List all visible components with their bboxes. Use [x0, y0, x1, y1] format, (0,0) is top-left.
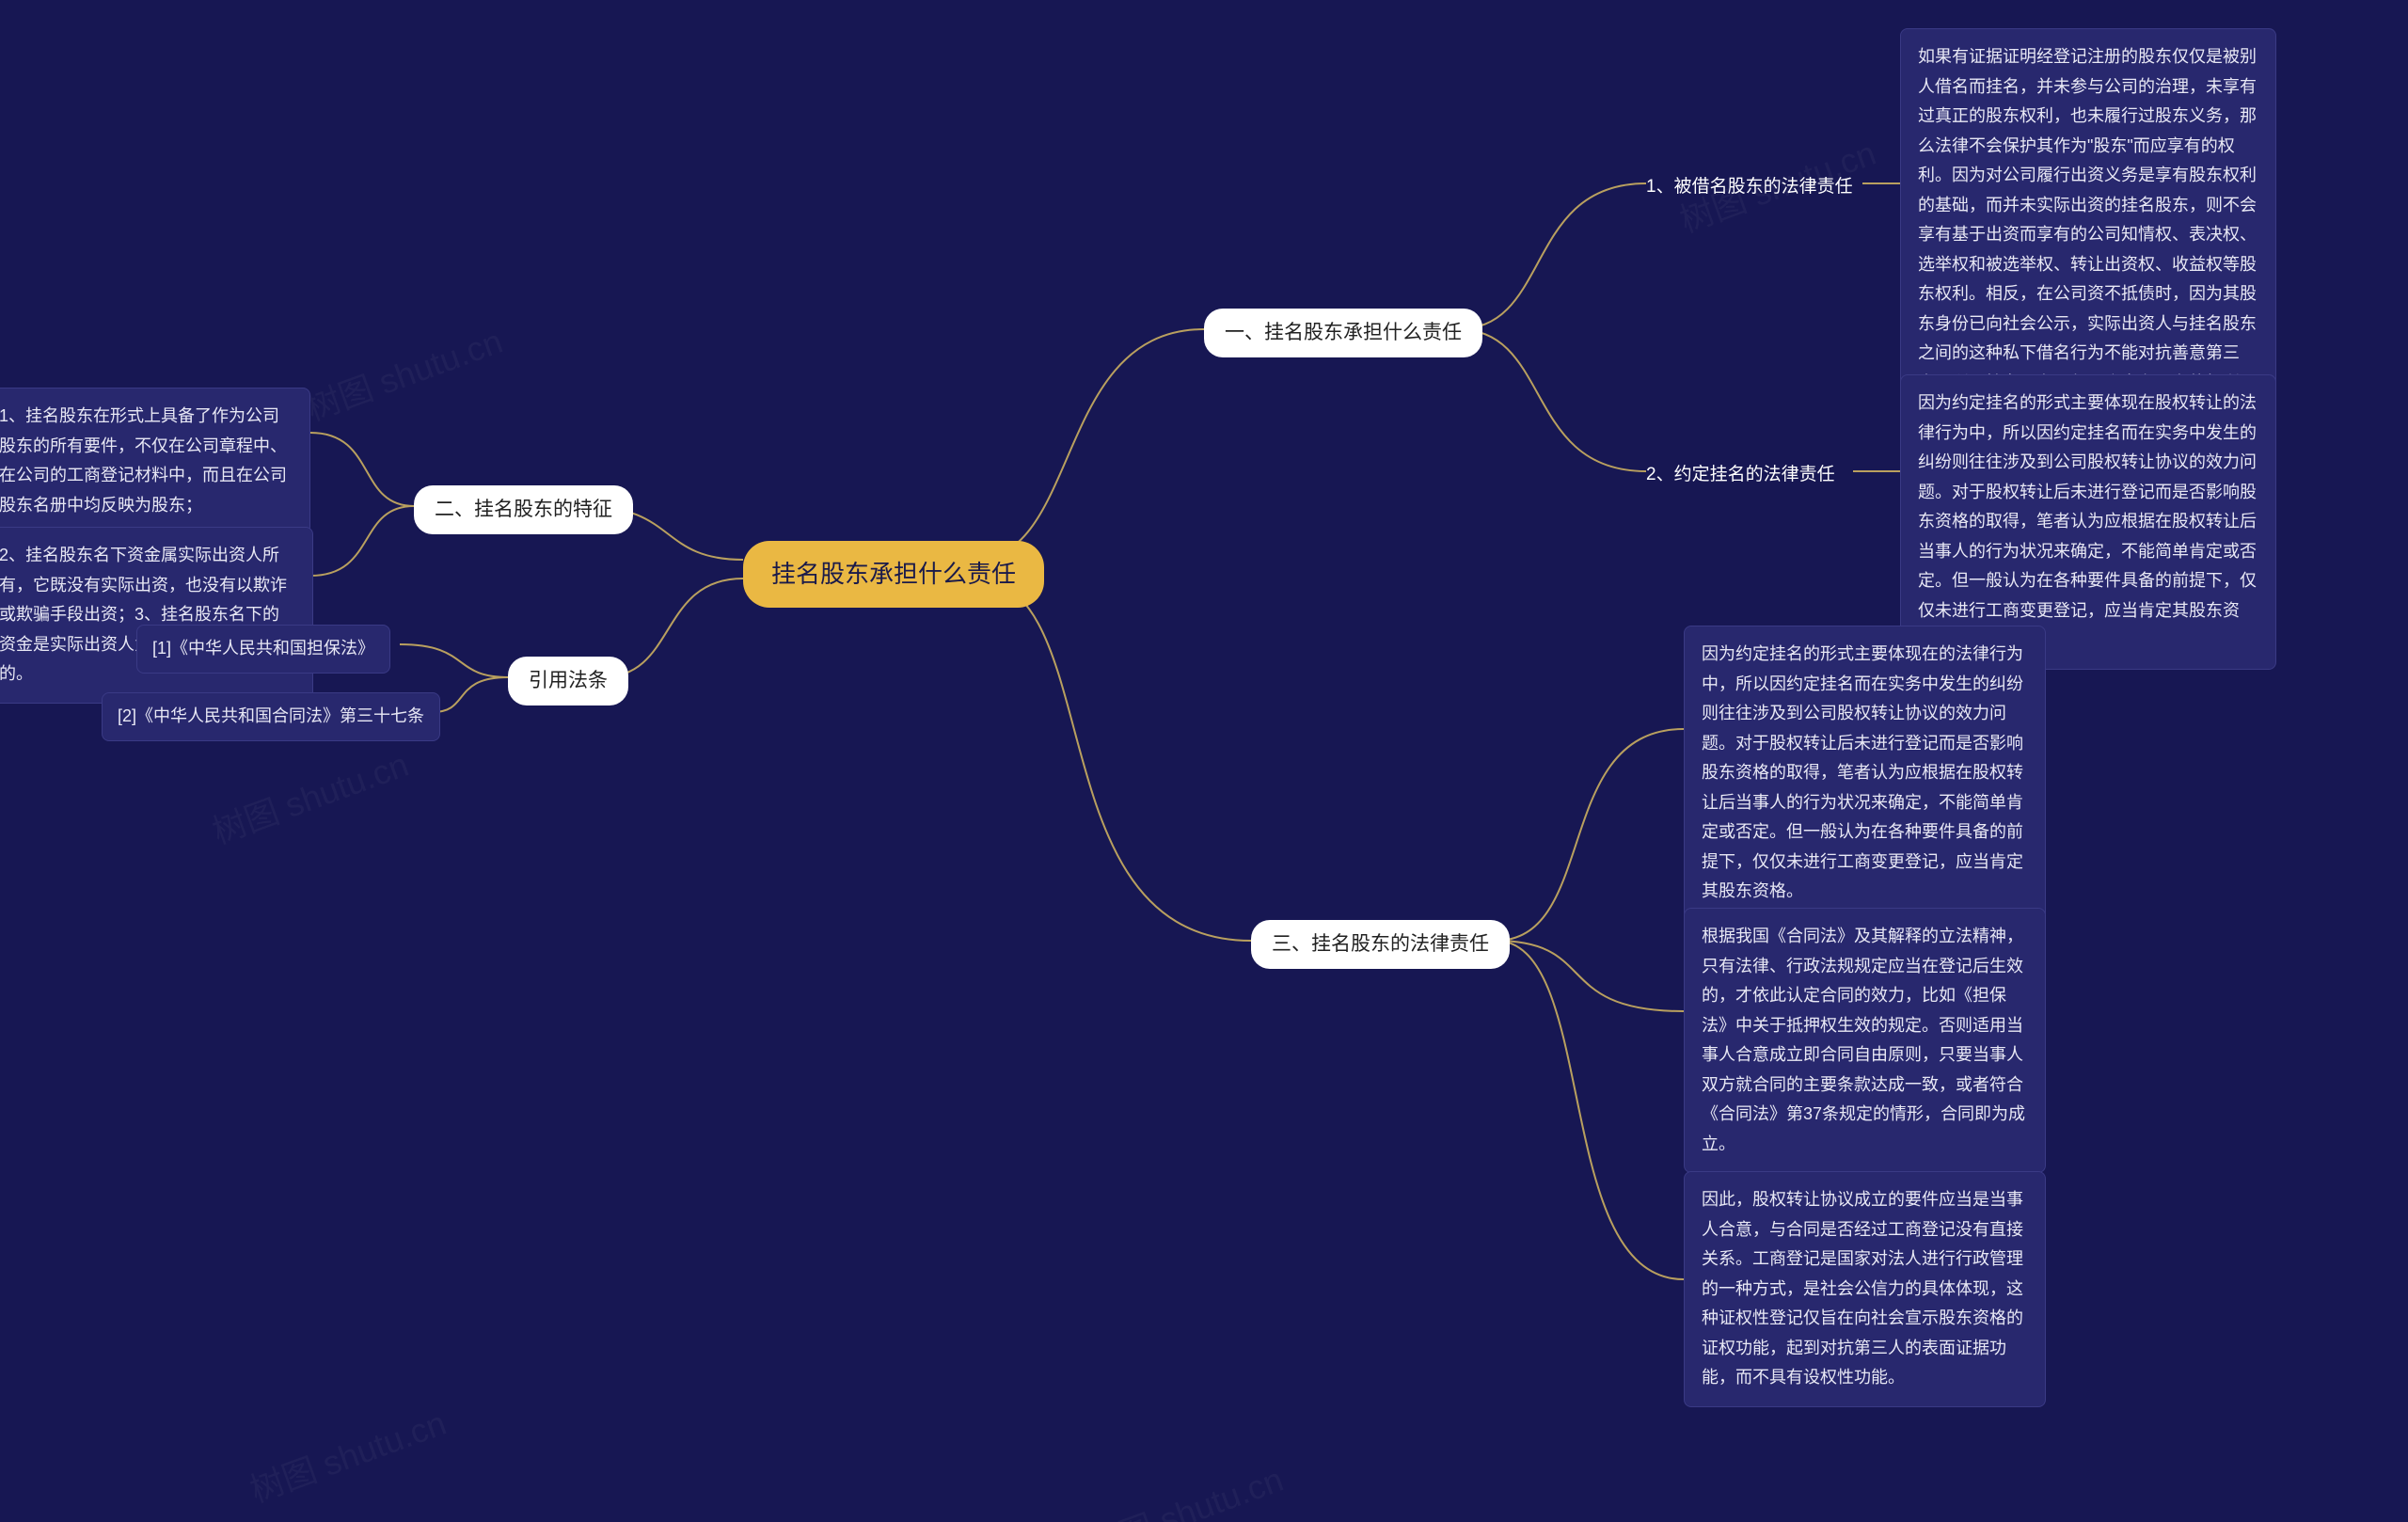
leaf-4-1: [1]《中华人民共和国担保法》: [136, 625, 390, 674]
branch-4: 引用法条: [508, 657, 628, 706]
watermark: 树图 shutu.cn: [299, 314, 509, 430]
leaf-4-2: [2]《中华人民共和国合同法》第三十七条: [102, 692, 440, 741]
watermark: 树图 shutu.cn: [243, 1396, 452, 1512]
leaf-3-2: 根据我国《合同法》及其解释的立法精神，只有法律、行政法规规定应当在登记后生效的，…: [1684, 908, 2046, 1173]
leaf-3-3: 因此，股权转让协议成立的要件应当是当事人合意，与合同是否经过工商登记没有直接关系…: [1684, 1171, 2046, 1407]
leaf-2-2: 2、挂名股东名下资金属实际出资人所有，它既没有实际出资，也没有以欺诈或欺骗手段出…: [0, 527, 313, 704]
root-node: 挂名股东承担什么责任: [743, 541, 1044, 608]
branch-1: 一、挂名股东承担什么责任: [1204, 309, 1482, 357]
sub-label-1-1: 1、被借名股东的法律责任: [1646, 172, 1853, 198]
leaf-3-1: 因为约定挂名的形式主要体现在的法律行为中，所以因约定挂名而在实务中发生的纠纷则往…: [1684, 626, 2046, 921]
branch-2: 二、挂名股东的特征: [414, 485, 633, 534]
sub-label-1-2: 2、约定挂名的法律责任: [1646, 460, 1835, 485]
branch-3: 三、挂名股东的法律责任: [1251, 920, 1510, 969]
watermark: 树图 shutu.cn: [205, 737, 415, 853]
watermark: 树图 shutu.cn: [1080, 1452, 1290, 1522]
leaf-2-1: 1、挂名股东在形式上具备了作为公司股东的所有要件，不仅在公司章程中、在公司的工商…: [0, 388, 310, 534]
